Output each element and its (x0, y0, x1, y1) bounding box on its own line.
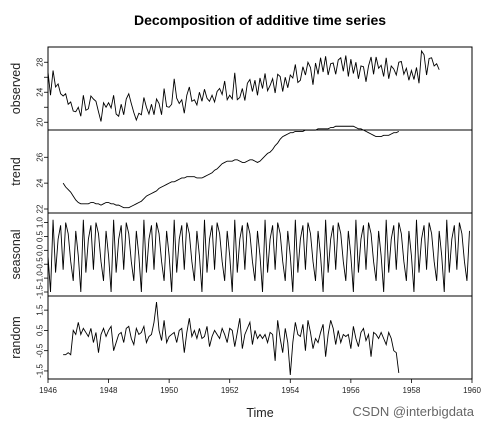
y-axis-label-observed: observed (9, 63, 23, 114)
y-tick-label-seasonal: 1.0 (36, 216, 45, 228)
y-axis-label-trend: trend (9, 157, 23, 186)
panel-trend: 22 24 26 trend (9, 125, 473, 214)
y-tick-label-seasonal: -1.5 (36, 285, 45, 299)
panel-frame-random (47, 295, 473, 380)
panel-observed: 20 24 28 observed (9, 46, 473, 131)
y-tick-label-observed: 20 (36, 117, 45, 126)
x-tick-label: 1946 (39, 386, 57, 395)
x-axis-label: Time (246, 406, 273, 420)
panel-seasonal: -1.5-1.0-0.50.0 0.5 1.0 seasonal (9, 212, 473, 299)
x-tick-label: 1954 (281, 386, 299, 395)
series-line-trend (62, 125, 400, 209)
x-tick-label: 1960 (463, 386, 481, 395)
panel-random: -1.5 -0.5 0.5 1.5 random (9, 295, 473, 380)
series-line-observed (47, 49, 440, 122)
y-axis-label-seasonal: seasonal (9, 229, 23, 279)
y-tick-label-trend: 22 (36, 204, 45, 213)
series-line-seasonal (47, 219, 470, 293)
y-tick-label-trend: 26 (36, 152, 45, 161)
y-tick-label-seasonal: 0.0 (36, 244, 45, 256)
y-tick-label-random: 1.5 (36, 304, 45, 316)
x-tick-label: 1958 (403, 386, 421, 395)
panels-group: 202428observed222426trend-1.5-1.0-0.50.0… (9, 46, 473, 380)
series-line-random (63, 301, 400, 376)
y-tick-label-random: 0.5 (36, 324, 45, 336)
y-tick-label-seasonal: -1.0 (36, 271, 45, 285)
y-tick-label-seasonal: -0.5 (36, 257, 45, 271)
y-tick-label-random: -1.5 (36, 364, 45, 378)
y-axis-label-random: random (9, 316, 23, 358)
y-tick-label-seasonal: 0.5 (36, 230, 45, 242)
x-tick-label: 1952 (221, 386, 239, 395)
chart-title: Decomposition of additive time series (134, 12, 386, 28)
x-tick-label: 1948 (100, 386, 118, 395)
y-tick-label-random: -0.5 (36, 343, 45, 357)
y-tick-label-observed: 24 (36, 87, 45, 96)
x-tick-label: 1950 (160, 386, 178, 395)
x-axis: 1946 1948 1950 1952 1954 1956 1958 1960 (39, 379, 481, 395)
watermark: CSDN @interbigdata (352, 404, 474, 419)
panel-frame-observed (47, 46, 473, 131)
x-tick-label: 1956 (342, 386, 360, 395)
y-tick-label-trend: 24 (36, 178, 45, 187)
panel-frame-trend (47, 129, 473, 214)
y-tick-label-observed: 28 (36, 57, 45, 66)
